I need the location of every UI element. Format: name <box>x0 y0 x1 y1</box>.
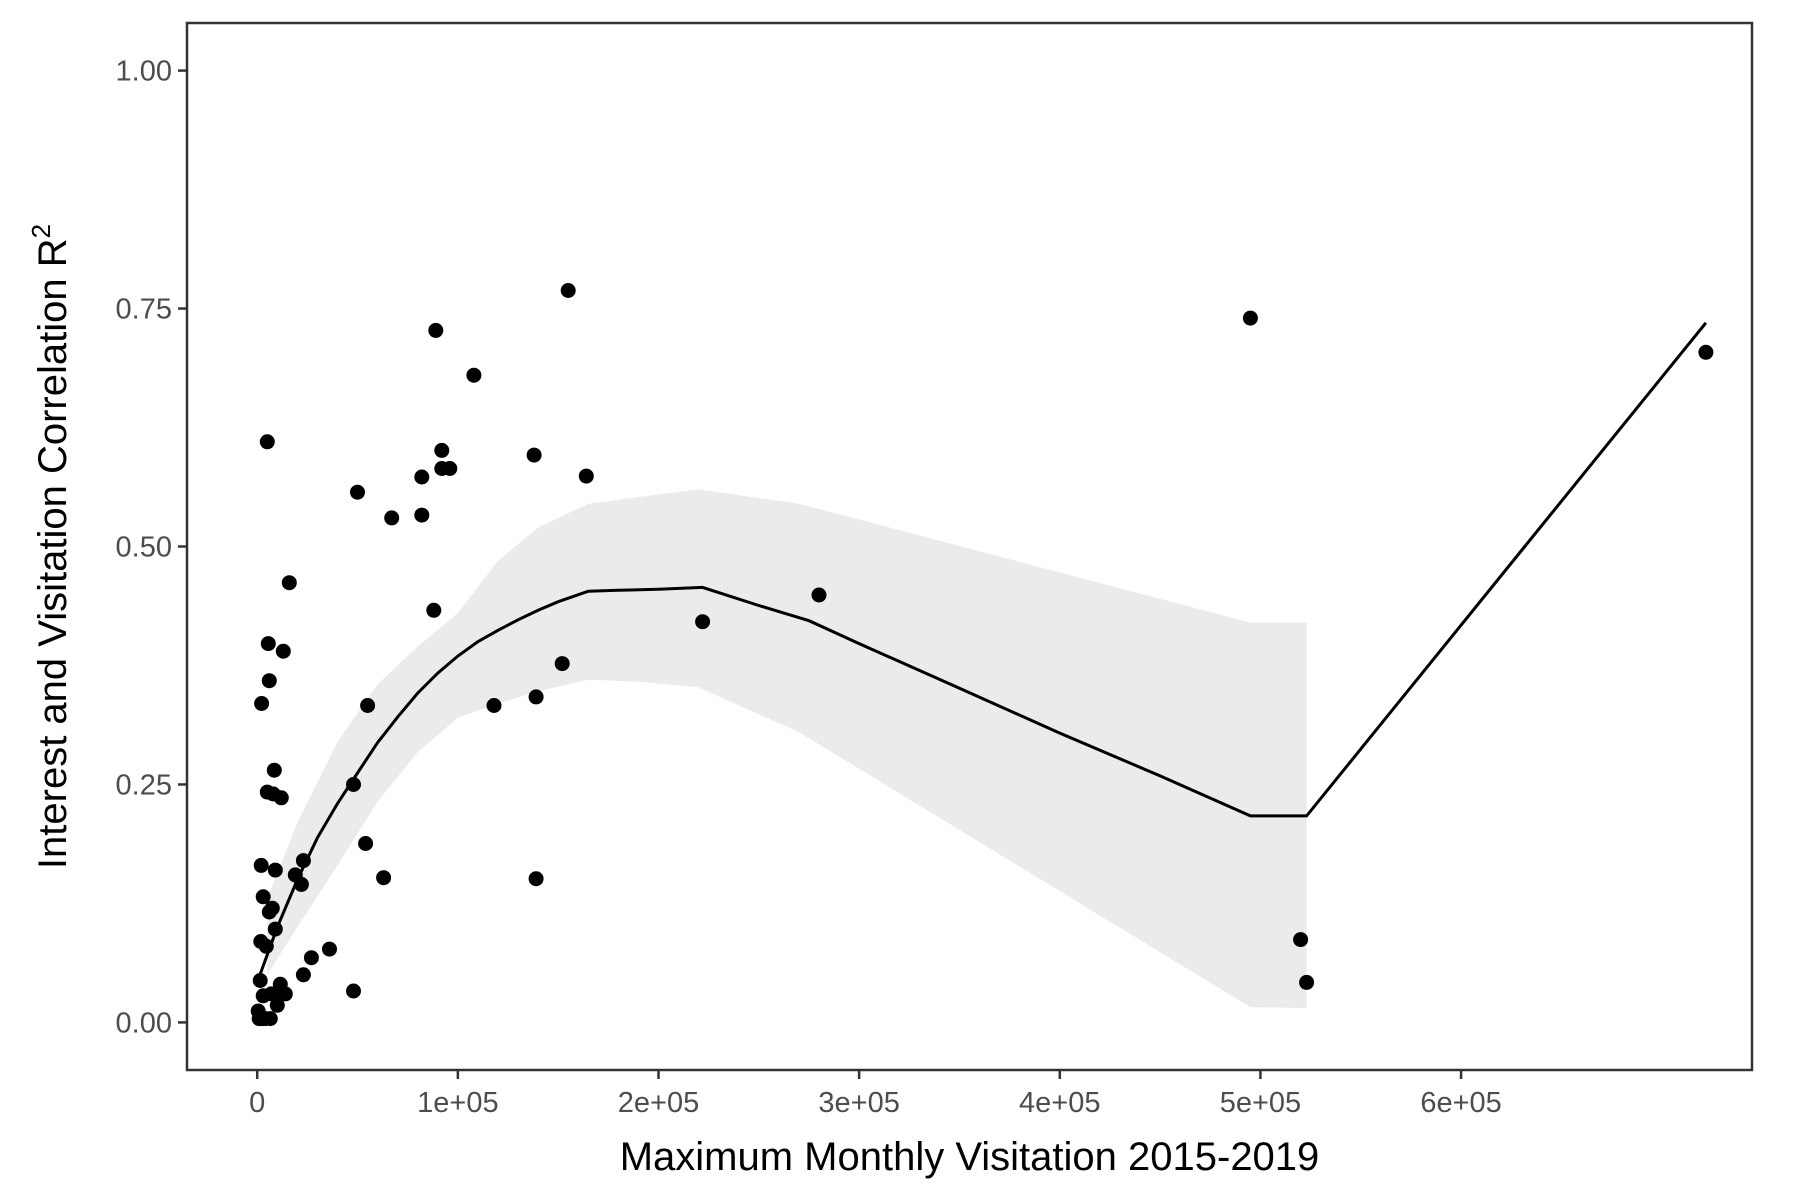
data-point-44 <box>414 507 430 523</box>
x-tick-label-4: 3e+05 <box>818 1087 899 1119</box>
y-axis: 0.00 0.25 0.50 0.75 1.00 <box>116 56 187 1039</box>
data-point-50 <box>442 461 458 476</box>
data-point-41 <box>360 698 376 713</box>
data-point-58 <box>578 468 594 484</box>
data-point-21 <box>266 762 282 778</box>
data-point-64 <box>1698 344 1714 360</box>
data-point-37 <box>346 983 361 999</box>
data-point-29 <box>277 986 293 1002</box>
data-point-12 <box>259 434 275 450</box>
data-point-45 <box>414 469 430 485</box>
data-point-43 <box>384 510 400 526</box>
y-tick-label-1: 0.00 <box>116 1007 172 1039</box>
data-point-22 <box>267 862 283 878</box>
data-point-54 <box>528 689 544 705</box>
data-point-61 <box>1242 310 1258 326</box>
data-point-32 <box>293 876 309 892</box>
data-point-52 <box>486 698 502 713</box>
data-point-42 <box>376 870 392 886</box>
data-point-30 <box>281 575 297 591</box>
data-point-60 <box>811 587 827 603</box>
data-point-59 <box>695 614 711 630</box>
data-point-28 <box>275 643 291 659</box>
x-axis: 0 1e+05 2e+05 3e+05 4e+05 5e+05 6e+05 <box>249 1070 1502 1119</box>
data-point-15 <box>261 673 277 689</box>
data-point-40 <box>358 836 374 851</box>
data-point-6 <box>254 696 270 711</box>
x-tick-label-5: 4e+05 <box>1019 1087 1100 1119</box>
data-point-57 <box>560 283 576 298</box>
data-point-27 <box>273 790 289 806</box>
data-point-38 <box>346 777 361 792</box>
data-point-3 <box>252 973 268 988</box>
points-layer <box>250 283 1714 1027</box>
data-point-53 <box>526 447 542 463</box>
plot-panel-border <box>185 21 1754 1072</box>
data-point-36 <box>322 941 337 957</box>
y-tick-label-2: 0.25 <box>116 769 172 801</box>
data-point-5 <box>253 857 269 873</box>
data-point-62 <box>1293 932 1309 948</box>
data-point-46 <box>426 602 442 618</box>
data-point-17 <box>262 1011 278 1027</box>
x-tick-label-7: 6e+05 <box>1420 1087 1501 1119</box>
data-point-34 <box>295 967 311 983</box>
data-point-11 <box>258 938 274 954</box>
data-point-63 <box>1299 974 1315 990</box>
x-tick-label-6: 5e+05 <box>1220 1087 1301 1119</box>
x-tick-label-3: 2e+05 <box>618 1087 699 1119</box>
confidence-band <box>267 489 1307 1009</box>
y-tick-label-4: 0.75 <box>116 294 172 326</box>
y-axis-title-text: Interest and Visitation Correlation R <box>31 238 75 869</box>
y-tick-label-3: 0.50 <box>116 532 172 564</box>
data-point-33 <box>295 853 311 869</box>
data-point-47 <box>428 322 444 338</box>
data-point-24 <box>269 997 285 1013</box>
y-tick-label-5: 1.00 <box>116 56 172 88</box>
x-axis-title: Maximum Monthly Visitation 2015-2019 <box>620 1135 1320 1179</box>
x-tick-label-2: 1e+05 <box>417 1087 498 1119</box>
data-point-35 <box>303 950 319 966</box>
data-point-8 <box>255 889 271 905</box>
confidence-band-layer <box>267 489 1307 1009</box>
data-point-19 <box>264 900 280 916</box>
data-point-14 <box>260 636 276 652</box>
data-point-49 <box>434 442 450 458</box>
y-axis-title-superscript: 2 <box>26 224 56 238</box>
data-point-23 <box>267 921 283 937</box>
data-point-55 <box>528 871 544 887</box>
data-point-39 <box>350 484 365 500</box>
data-point-51 <box>466 367 482 383</box>
x-tick-label-1: 0 <box>249 1087 265 1119</box>
data-point-56 <box>554 656 570 672</box>
y-axis-title: Interest and Visitation Correlation R2 <box>26 224 75 869</box>
